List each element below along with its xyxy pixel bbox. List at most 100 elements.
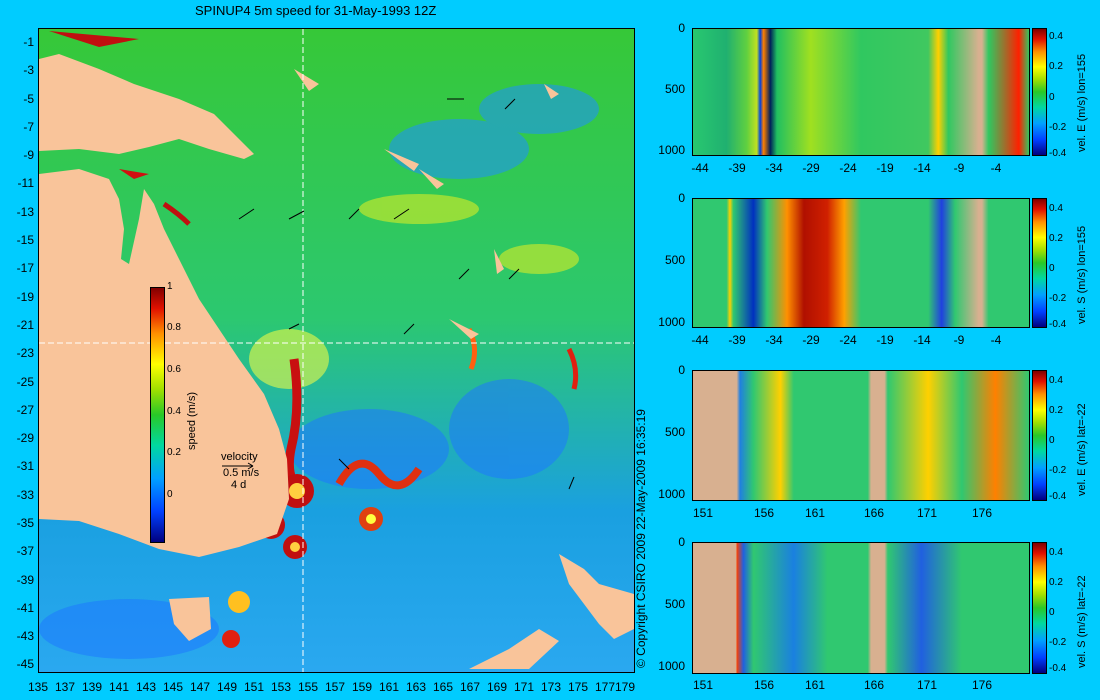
- lon-tick: 159: [351, 680, 373, 694]
- speed-colorbar: [150, 287, 165, 543]
- section-colorbar: [1032, 542, 1047, 674]
- velocity-legend-speed: 0.5 m/s: [223, 467, 260, 479]
- lat-tick: -3: [23, 63, 34, 77]
- speed-colorbar-tick: 0.4: [167, 406, 181, 417]
- land-new-guinea: [39, 54, 254, 159]
- lat-tick: -17: [16, 261, 34, 275]
- lon-tick: 173: [540, 680, 562, 694]
- section-x-tick: -39: [728, 161, 746, 175]
- section-colorbar: [1032, 28, 1047, 156]
- section-y-tick: 500: [664, 597, 685, 611]
- speed-colorbar-tick: 1: [167, 281, 173, 292]
- section-panel-lat-22-vel-s: [692, 542, 1030, 674]
- section-label: vel. S (m/s) lat=-22: [1076, 575, 1088, 668]
- section-x-tick: 176: [971, 678, 993, 692]
- section-colorbar-tick: -0.4: [1049, 491, 1067, 502]
- speed-colorbar-tick: 0.2: [167, 447, 181, 458]
- section-colorbar-tick: -0.4: [1049, 319, 1067, 330]
- section-x-tick: -14: [913, 161, 931, 175]
- lat-tick: -21: [16, 318, 34, 332]
- lat-tick: -23: [16, 346, 34, 360]
- lat-tick: -13: [16, 205, 34, 219]
- eddy-field: [39, 84, 599, 659]
- section-y-tick: 1000: [658, 659, 685, 673]
- section-y-tick: 0: [678, 363, 685, 377]
- section-panel-lon155-vel-s: [692, 198, 1030, 328]
- section-x-tick: 161: [804, 506, 826, 520]
- lon-tick: 137: [54, 680, 76, 694]
- section-colorbar-tick: 0.4: [1049, 203, 1063, 214]
- lat-tick: -43: [16, 629, 34, 643]
- lat-tick: -9: [23, 148, 34, 162]
- section-y-tick: 0: [678, 21, 685, 35]
- lat-tick: -25: [16, 375, 34, 389]
- velocity-arrows: [238, 98, 575, 490]
- section-x-tick: 151: [692, 506, 714, 520]
- section-panel-lon155-vel-e: [692, 28, 1030, 156]
- lat-tick: -19: [16, 290, 34, 304]
- section-x-tick: -9: [953, 161, 965, 175]
- lon-tick: 145: [162, 680, 184, 694]
- velocity-legend-duration: 4 d: [231, 479, 247, 491]
- section-x-tick: 171: [916, 506, 938, 520]
- section-colorbar: [1032, 370, 1047, 501]
- lat-tick: -45: [16, 657, 34, 671]
- lat-tick: -1: [23, 35, 34, 49]
- speed-colorbar-label: speed (m/s): [186, 391, 198, 450]
- section-label: vel. E (m/s) lon=155: [1076, 53, 1088, 152]
- lon-tick: 155: [297, 680, 319, 694]
- section-colorbar-tick: 0.2: [1049, 405, 1063, 416]
- section-x-tick: -44: [691, 333, 709, 347]
- lon-tick: 151: [243, 680, 265, 694]
- section-colorbar-tick: -0.2: [1049, 465, 1067, 476]
- land-new-zealand-north: [559, 554, 634, 639]
- section-colorbar-tick: -0.4: [1049, 148, 1067, 159]
- section-y-tick: 0: [678, 191, 685, 205]
- section-y-tick: 500: [664, 425, 685, 439]
- section-y-tick: 1000: [658, 143, 685, 157]
- section-colorbar-tick: 0: [1049, 263, 1055, 274]
- section-x-tick: -14: [913, 333, 931, 347]
- section-x-tick: -24: [839, 333, 857, 347]
- land-tasmania: [169, 597, 211, 641]
- section-x-tick: 166: [863, 678, 885, 692]
- lat-tick: -39: [16, 573, 34, 587]
- lon-tick: 153: [270, 680, 292, 694]
- lat-tick: -11: [17, 176, 34, 190]
- lon-tick: 141: [108, 680, 130, 694]
- section-x-tick: -44: [691, 161, 709, 175]
- section-y-tick: 1000: [658, 315, 685, 329]
- section-colorbar-tick: 0.4: [1049, 375, 1063, 386]
- section-x-tick: 161: [804, 678, 826, 692]
- lat-tick: -27: [16, 403, 34, 417]
- section-x-tick: -39: [728, 333, 746, 347]
- lat-tick: -41: [16, 601, 34, 615]
- section-colorbar: [1032, 198, 1047, 328]
- speed-colorbar-tick: 0.8: [167, 322, 181, 333]
- lon-tick: 147: [189, 680, 211, 694]
- map-title: SPINUP4 5m speed for 31-May-1993 12Z: [195, 3, 437, 18]
- section-x-tick: -34: [765, 161, 783, 175]
- section-colorbar-tick: 0.2: [1049, 61, 1063, 72]
- section-colorbar-tick: -0.4: [1049, 663, 1067, 674]
- section-x-tick: -19: [876, 161, 894, 175]
- lat-tick: -33: [16, 488, 34, 502]
- section-x-tick: -24: [839, 161, 857, 175]
- lat-tick: -7: [23, 120, 34, 134]
- lon-tick: 177: [594, 680, 616, 694]
- section-panel-lat-22-vel-e: [692, 370, 1030, 501]
- section-colorbar-tick: 0.2: [1049, 577, 1063, 588]
- lat-tick: -29: [16, 431, 34, 445]
- lon-tick: 139: [81, 680, 103, 694]
- section-colorbar-tick: 0.4: [1049, 547, 1063, 558]
- section-x-tick: 166: [863, 506, 885, 520]
- section-colorbar-tick: 0: [1049, 607, 1055, 618]
- section-x-tick: -29: [802, 161, 820, 175]
- land-new-zealand-south: [469, 629, 559, 669]
- section-colorbar-tick: -0.2: [1049, 293, 1067, 304]
- section-colorbar-tick: 0.4: [1049, 31, 1063, 42]
- section-label: vel. S (m/s) lon=155: [1076, 225, 1088, 324]
- section-x-tick: -4: [990, 333, 1002, 347]
- lon-tick: 169: [486, 680, 508, 694]
- lat-tick: -35: [16, 516, 34, 530]
